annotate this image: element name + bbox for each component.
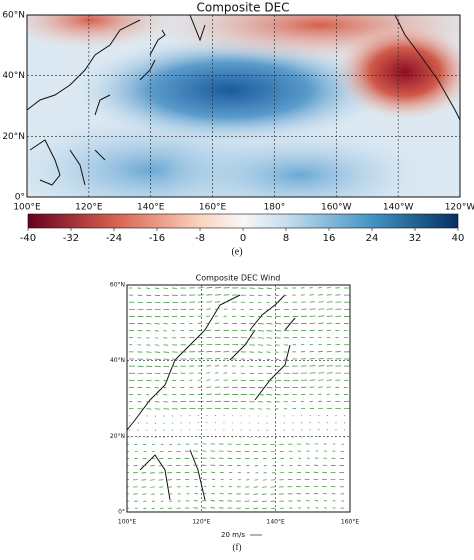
- panel-title: Composite DEC: [196, 1, 289, 15]
- panel-e: Composite DEC (e) 100°E 120°E 140°E 160°E 18…: [0, 0, 474, 257]
- wind-arrow: [318, 387, 323, 388]
- colorbar-tick-label: -32: [63, 233, 79, 244]
- panel-f: Composite DEC Wind 20 m/s (f) 100°E 120°E…: [110, 274, 359, 553]
- wind-arrow: [318, 295, 323, 296]
- y-tick-label: 20°N: [2, 132, 25, 142]
- y-tick-label: 0°: [118, 509, 125, 516]
- wind-arrow: [318, 422, 319, 423]
- wind-arrow: [318, 323, 323, 324]
- wind-arrow: [315, 501, 318, 502]
- x-tick-label: 160°W: [321, 203, 352, 213]
- caption: (f): [233, 542, 242, 552]
- y-tick-label: 40°N: [110, 357, 125, 364]
- wind-field: [124, 285, 350, 512]
- wind-arrow: [318, 351, 323, 352]
- reference-vector-label: 20 m/s: [221, 531, 245, 539]
- x-tick-label: 160°E: [199, 203, 227, 213]
- colorbar-tick-label: -40: [20, 233, 36, 244]
- colorbar-tick-label: 8: [283, 233, 289, 244]
- colorbar-tick-label: 32: [409, 233, 422, 244]
- x-tick-label: 140°W: [383, 203, 414, 213]
- wind-arrow: [318, 337, 322, 338]
- x-tick-label: 100°E: [13, 203, 41, 213]
- colorbar-tick-label: -16: [149, 233, 165, 244]
- x-tick-label: 140°E: [267, 519, 285, 526]
- colorbar-tick-label: 16: [323, 233, 336, 244]
- wind-arrow: [318, 366, 324, 367]
- y-tick-label: 60°N: [110, 282, 125, 289]
- x-tick-label: 120°E: [75, 203, 103, 213]
- wind-arrow: [318, 437, 319, 438]
- wind-arrow: [318, 316, 324, 317]
- wind-arrow: [318, 330, 323, 331]
- wind-arrow: [314, 493, 318, 494]
- x-tick-label: 120°E: [192, 519, 210, 526]
- field: [0, 0, 474, 230]
- x-tick-label: 140°E: [137, 203, 165, 213]
- panel-title: Composite DEC Wind: [196, 274, 281, 283]
- y-tick-label: 20°N: [110, 433, 125, 440]
- colorbar-tick-label: 40: [452, 233, 465, 244]
- wind-arrow: [315, 458, 318, 459]
- wind-arrow: [318, 394, 321, 395]
- wind-arrow: [318, 430, 319, 431]
- colorbar-tick-label: 0: [240, 233, 246, 244]
- x-tick-label: 160°E: [341, 519, 359, 526]
- wind-arrow: [315, 444, 318, 445]
- wind-arrow: [314, 465, 318, 466]
- wind-arrow: [313, 479, 318, 480]
- wind-arrow: [318, 302, 323, 303]
- x-tick-label: 120°W: [445, 203, 474, 213]
- wind-arrow: [316, 508, 318, 509]
- wind-arrow: [314, 472, 319, 473]
- y-tick-label: 0°: [15, 193, 25, 203]
- wind-arrow: [318, 373, 324, 374]
- wind-arrow: [318, 359, 324, 360]
- wind-arrow: [318, 408, 323, 409]
- y-tick-label: 60°N: [2, 11, 25, 21]
- y-tick-label: 40°N: [2, 71, 25, 81]
- colorbar-tick-label: 24: [366, 233, 379, 244]
- caption: (e): [231, 246, 242, 257]
- x-tick-label: 180°: [264, 203, 286, 213]
- colorbar-tick-label: -24: [106, 233, 122, 244]
- colorbar: [28, 214, 458, 228]
- colorbar-tick-label: -8: [195, 233, 205, 244]
- x-tick-label: 100°E: [118, 519, 136, 526]
- wind-arrow: [318, 401, 322, 402]
- wind-arrow: [318, 288, 321, 289]
